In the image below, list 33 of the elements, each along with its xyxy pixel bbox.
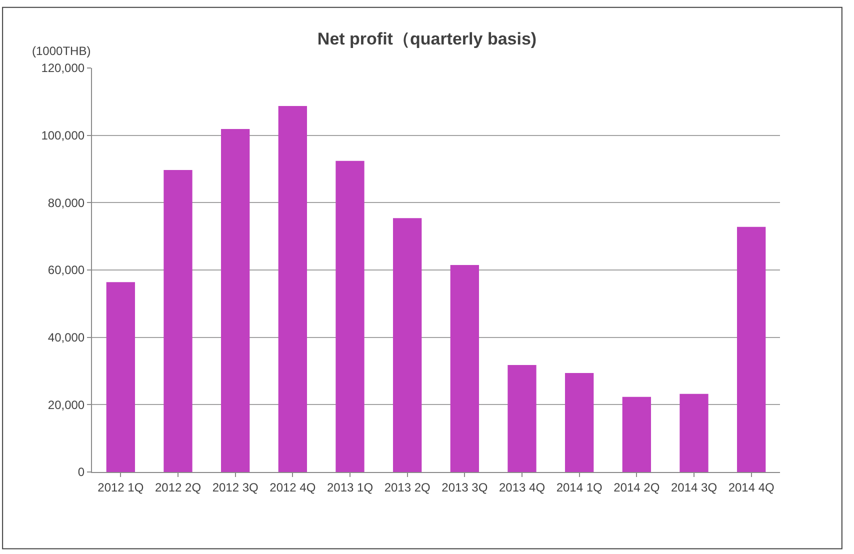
x-tick-label: 2013 3Q (442, 480, 488, 494)
x-tick-label: 2013 4Q (498, 480, 546, 494)
y-axis-title: (1000THB) (32, 44, 91, 58)
bar (221, 128, 250, 472)
bar (393, 218, 422, 472)
y-tick-label: 40,000 (48, 330, 85, 345)
bar (508, 364, 536, 472)
bar (278, 106, 307, 472)
y-tick-label: 60,000 (48, 263, 85, 278)
bar (622, 396, 651, 472)
x-tick-label: 2014 1Q (556, 480, 602, 494)
bar (737, 226, 766, 472)
bar (450, 264, 479, 472)
x-tick-label: 2014 3Q (670, 480, 718, 494)
x-tick-label: 2013 1Q (326, 480, 374, 494)
x-tick-label: 2012 1Q (98, 480, 144, 494)
bar (164, 170, 192, 472)
x-tick-label: 2013 2Q (384, 480, 430, 494)
bar (106, 282, 135, 472)
y-tick-label: 120,000 (41, 61, 85, 76)
x-tick-label: 2012 3Q (212, 480, 258, 494)
bar (680, 394, 708, 472)
bar (336, 160, 364, 472)
bar (565, 373, 594, 472)
chart-title: Net profit（quarterly basis) (317, 30, 537, 49)
y-tick-label: 0 (78, 465, 85, 480)
x-tick-label: 2012 2Q (154, 480, 202, 494)
y-tick-label: 80,000 (48, 196, 85, 210)
x-tick-label: 2014 4Q (728, 480, 774, 494)
y-tick-label: 20,000 (48, 398, 85, 412)
x-tick-label: 2014 2Q (614, 480, 660, 494)
x-tick-label: 2012 4Q (270, 480, 316, 494)
y-tick-label: 100,000 (41, 128, 85, 143)
